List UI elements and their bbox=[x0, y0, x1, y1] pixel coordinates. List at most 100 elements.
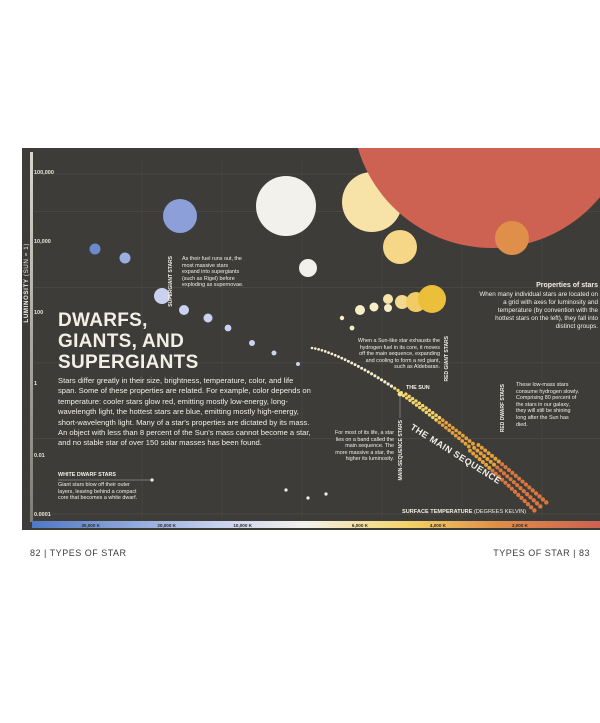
main-sequence-star bbox=[528, 505, 534, 510]
main-sequence-star bbox=[431, 415, 435, 420]
white-dwarf-star bbox=[306, 496, 310, 500]
main-sequence-star bbox=[525, 501, 531, 507]
main-sequence-star bbox=[540, 497, 546, 502]
subgiant-star bbox=[339, 315, 345, 321]
main-sequence-star bbox=[404, 392, 408, 396]
main-sequence-star bbox=[467, 439, 472, 443]
main-sequence-star bbox=[524, 492, 530, 497]
main-sequence-star bbox=[393, 386, 397, 390]
x-tick-label: 10,000 K bbox=[233, 523, 252, 528]
white-dwarf-star bbox=[324, 492, 328, 496]
red-giant-label: RED GIANT STARS bbox=[444, 336, 450, 382]
main-sequence-star bbox=[534, 501, 540, 506]
main-sequence-star bbox=[511, 480, 516, 485]
main-sequence-star bbox=[356, 364, 360, 368]
chart-spread: 30,000 K 20,000 K 10,000 K 6,000 K 4,000 K 3,… bbox=[22, 148, 600, 530]
x-tick-label: 6,000 K bbox=[352, 523, 369, 528]
main-sequence-star bbox=[346, 359, 350, 363]
main-sequence-star bbox=[516, 492, 521, 497]
main-sequence-star bbox=[489, 453, 494, 458]
main-sequence-star bbox=[363, 368, 367, 372]
main-sequence-star bbox=[424, 406, 428, 410]
main-sequence-star bbox=[327, 351, 330, 354]
y-tick-label: 0.0001 bbox=[34, 512, 51, 518]
main-sequence-star bbox=[323, 350, 327, 353]
main-sequence-star bbox=[522, 498, 527, 504]
main-sequence-star bbox=[408, 398, 412, 403]
main-sequence-star bbox=[370, 372, 374, 376]
supergiant-label: SUPERGIANT STARS bbox=[168, 256, 174, 307]
main-sequence-star bbox=[475, 448, 480, 453]
main-sequence-star bbox=[496, 459, 501, 464]
supergiant-star bbox=[89, 243, 101, 255]
main-sequence-star bbox=[521, 489, 526, 494]
main-sequence-star bbox=[517, 476, 522, 481]
upper-sequence-star bbox=[203, 313, 213, 323]
main-sequence-star bbox=[493, 456, 498, 461]
main-sequence-star bbox=[508, 477, 513, 482]
main-sequence-star bbox=[411, 400, 415, 405]
main-sequence-star bbox=[396, 388, 400, 393]
main-sequence-star bbox=[424, 410, 429, 415]
main-sequence-star bbox=[421, 408, 425, 412]
main-sequence-label: MAIN-SEQUENCE STARS bbox=[398, 420, 404, 481]
main-sequence-star bbox=[317, 348, 320, 351]
main-sequence-star bbox=[379, 378, 384, 382]
main-sequence-star bbox=[510, 470, 515, 475]
red-dwarf-text: These low-mass stars consume hydrogen sl… bbox=[516, 382, 580, 428]
upper-sequence-star bbox=[224, 324, 232, 332]
main-sequence-star bbox=[360, 366, 364, 370]
main-sequence-star bbox=[520, 479, 525, 484]
main-sequence-star bbox=[478, 451, 483, 456]
subgiant-star bbox=[369, 302, 379, 312]
x-tick-label: 20,000 K bbox=[157, 523, 176, 528]
x-tick-label: 4,000 K bbox=[430, 523, 447, 528]
main-sequence-star bbox=[474, 454, 479, 459]
y-tick-label: 100,000 bbox=[34, 170, 54, 176]
main-sequence-star bbox=[512, 489, 518, 494]
main-sequence-star bbox=[350, 361, 354, 365]
main-sequence-star bbox=[466, 444, 471, 449]
main-sequence-star bbox=[515, 483, 520, 488]
main-sequence-star bbox=[457, 431, 462, 435]
white-dwarf-star bbox=[284, 488, 288, 492]
main-sequence-star bbox=[460, 439, 465, 443]
main-sequence-star bbox=[544, 500, 549, 505]
main-sequence-star bbox=[389, 384, 394, 388]
main-sequence-star bbox=[337, 355, 340, 359]
main-sequence-star bbox=[450, 431, 455, 435]
page-title: DWARFS, GIANTS, AND SUPERGIANTS bbox=[58, 310, 199, 373]
main-sequence-star bbox=[434, 418, 438, 422]
main-sequence-star bbox=[333, 353, 337, 357]
main-sequence-star bbox=[414, 399, 418, 403]
main-sequence-star bbox=[410, 396, 415, 401]
main-sequence-star bbox=[533, 491, 539, 496]
main-sequence-star bbox=[460, 433, 465, 438]
main-sequence-text: For most of its life, a star lies on a b… bbox=[334, 430, 394, 463]
supergiant-star bbox=[119, 252, 131, 264]
main-sequence-star bbox=[486, 451, 491, 456]
red-giant-star bbox=[395, 295, 409, 309]
body-text: Stars differ greatly in their size, brig… bbox=[58, 376, 311, 448]
main-sequence-star bbox=[488, 459, 493, 464]
y-tick-label: 10,000 bbox=[34, 239, 51, 245]
upper-sequence-star bbox=[296, 362, 300, 366]
main-sequence-star bbox=[457, 436, 461, 441]
main-sequence-star bbox=[427, 408, 432, 413]
main-sequence-star bbox=[532, 508, 537, 513]
main-sequence-star bbox=[501, 471, 506, 476]
properties-box: Properties of stars When many individual… bbox=[478, 282, 598, 331]
main-sequence-star bbox=[482, 454, 487, 459]
main-sequence-star bbox=[320, 348, 324, 352]
main-sequence-star bbox=[495, 465, 500, 470]
red-giant-text: When a Sun-like star exhausts the hydrog… bbox=[357, 338, 440, 371]
main-sequence-star bbox=[480, 460, 485, 465]
main-sequence-star bbox=[405, 396, 409, 400]
main-sequence-star bbox=[530, 488, 535, 493]
main-sequence-star bbox=[498, 468, 503, 473]
hr-diagram: 30,000 K 20,000 K 10,000 K 6,000 K 4,000 K 3,… bbox=[30, 148, 600, 528]
main-sequence-star bbox=[386, 382, 390, 386]
main-sequence-star bbox=[503, 480, 508, 485]
main-sequence-star bbox=[538, 504, 543, 509]
red-giant-star bbox=[383, 294, 393, 304]
